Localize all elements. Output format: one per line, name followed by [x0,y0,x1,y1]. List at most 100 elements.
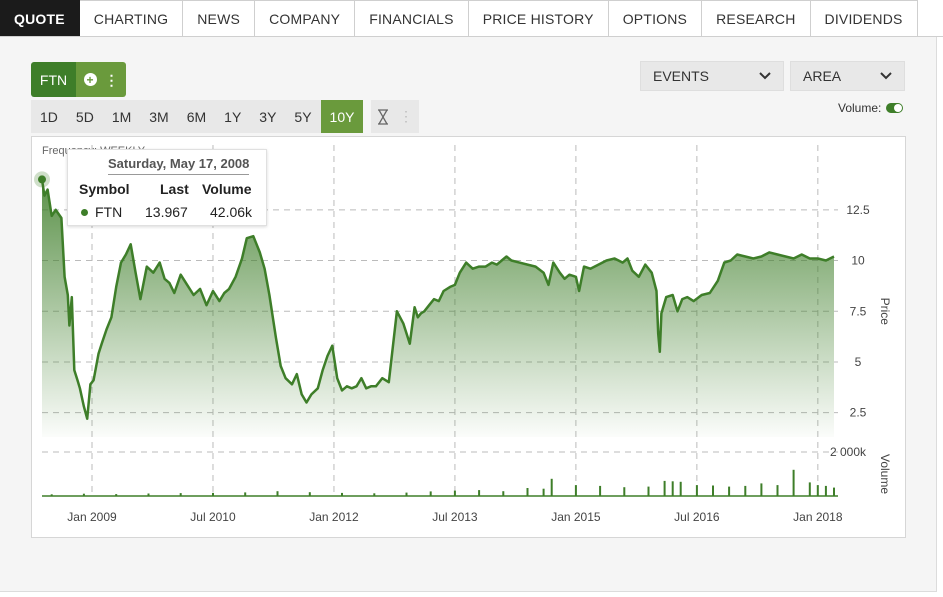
volume-bar [179,493,182,496]
tab-charting[interactable]: CHARTING [79,0,184,37]
volume-bar [623,487,626,496]
range-6m[interactable]: 6M [186,108,207,125]
x-tick-label: Jul 2013 [432,510,478,524]
x-tick-label: Jan 2012 [309,510,359,524]
tab-financials[interactable]: FINANCIALS [355,0,469,37]
toggle-switch-icon[interactable] [886,103,904,113]
price-tick-label: 12.5 [846,203,870,217]
volume-bar [695,485,698,496]
volume-bar [50,494,53,496]
price-area [42,179,834,437]
tab-company[interactable]: COMPANY [255,0,356,37]
volume-bar [647,486,650,496]
volume-bar [776,485,779,496]
volume-bar [115,494,118,496]
hover-point[interactable] [38,175,46,184]
symbol-chip[interactable]: FTN [31,62,76,97]
volume-bar [679,481,682,496]
volume-bar [792,469,795,496]
volume-bar [574,485,577,496]
volume-bar [663,480,666,496]
volume-bar [808,482,811,496]
x-tick-label: Jul 2016 [674,510,720,524]
volume-bar [824,485,827,496]
range-3y[interactable]: 3Y [259,108,277,125]
volume-bar [760,483,763,496]
volume-bar [671,481,674,496]
price-tick-label: 5 [855,355,862,369]
tooltip-header-symbol: Symbol [79,181,130,197]
range-1m[interactable]: 1M [111,108,132,125]
symbol-group: FTN + ⋮ [31,62,126,97]
tab-research[interactable]: RESEARCH [702,0,811,37]
hourglass-icon [378,108,388,125]
chevron-down-icon [880,72,892,80]
range-10y[interactable]: 10Y [320,100,364,133]
chevron-down-icon [759,72,771,80]
events-label: EVENTS [653,68,710,84]
price-tick-label: 2.5 [850,406,867,420]
more-vertical-icon[interactable]: ⋮ [104,71,119,88]
volume-bar [147,493,150,496]
volume-tick-label: 2 000k [830,445,867,459]
volume-bar [212,492,214,496]
x-tick-label: Jan 2018 [793,510,843,524]
x-tick-label: Jul 2010 [190,510,236,524]
volume-bar [744,485,747,496]
range-5d[interactable]: 5D [75,108,94,125]
volume-bar [502,491,505,496]
range-5y[interactable]: 5Y [294,108,312,125]
price-line[interactable] [40,179,835,420]
tooltip-last: 13.967 [145,204,188,220]
tooltip-header-volume: Volume [202,181,252,197]
volume-bar [244,492,247,496]
price-tick-label: 7.5 [850,304,867,318]
tab-dividends[interactable]: DIVIDENDS [810,0,918,37]
range-3m[interactable]: 3M [149,108,169,125]
tooltip-header-last: Last [160,181,189,197]
volume-bar [728,486,731,496]
volume-axis-label: Volume [878,454,892,494]
volume-bar [542,488,545,496]
tooltip-symbol: FTN [95,204,123,220]
volume-bar [405,492,408,496]
volume-bar [341,492,343,496]
series-dot-icon [81,209,88,216]
tab-options[interactable]: OPTIONS [608,0,703,37]
add-symbol-button[interactable]: + ⋮ [76,62,126,97]
more-vertical-icon[interactable]: ⋮ [399,108,413,124]
volume-bar [833,487,835,496]
volume-bar [550,478,553,496]
volume-bar [429,491,432,496]
chart-style-label: AREA [803,68,842,84]
tooltip-volume: 42.06k [210,204,253,220]
price-tick-label: 10 [851,254,865,268]
tab-news[interactable]: NEWS [183,0,256,37]
volume-toggle[interactable]: Volume: [838,101,904,115]
volume-bar [276,491,279,496]
tooltip-date: Saturday, May 17, 2008 [108,156,250,175]
tab-quote[interactable]: QUOTE [0,0,80,37]
chart-tooltip: Saturday, May 17, 2008 Symbol Last Volum… [67,149,267,226]
volume-toggle-label: Volume: [838,101,882,115]
volume-bar [599,485,602,496]
range-1y[interactable]: 1Y [224,108,242,125]
volume-bar [82,493,85,496]
volume-bar [816,485,819,496]
volume-bar [453,490,456,496]
tab-price-history[interactable]: PRICE HISTORY [468,0,609,37]
events-dropdown[interactable]: EVENTS [640,61,784,91]
volume-bar [478,490,481,496]
tab-divider [0,36,943,37]
custom-range-button[interactable]: ⋮ [371,100,419,133]
tab-bar: QUOTE CHARTING NEWS COMPANY FINANCIALS P… [0,0,918,37]
volume-bar [712,485,714,496]
volume-bar [308,492,311,496]
x-tick-label: Jan 2009 [67,510,117,524]
price-axis-label: Price [878,298,892,326]
volume-bar [373,493,376,496]
x-tick-label: Jan 2015 [551,510,601,524]
volume-bar [526,488,529,496]
chart-style-dropdown[interactable]: AREA [790,61,905,91]
range-1d[interactable]: 1D [40,108,58,125]
